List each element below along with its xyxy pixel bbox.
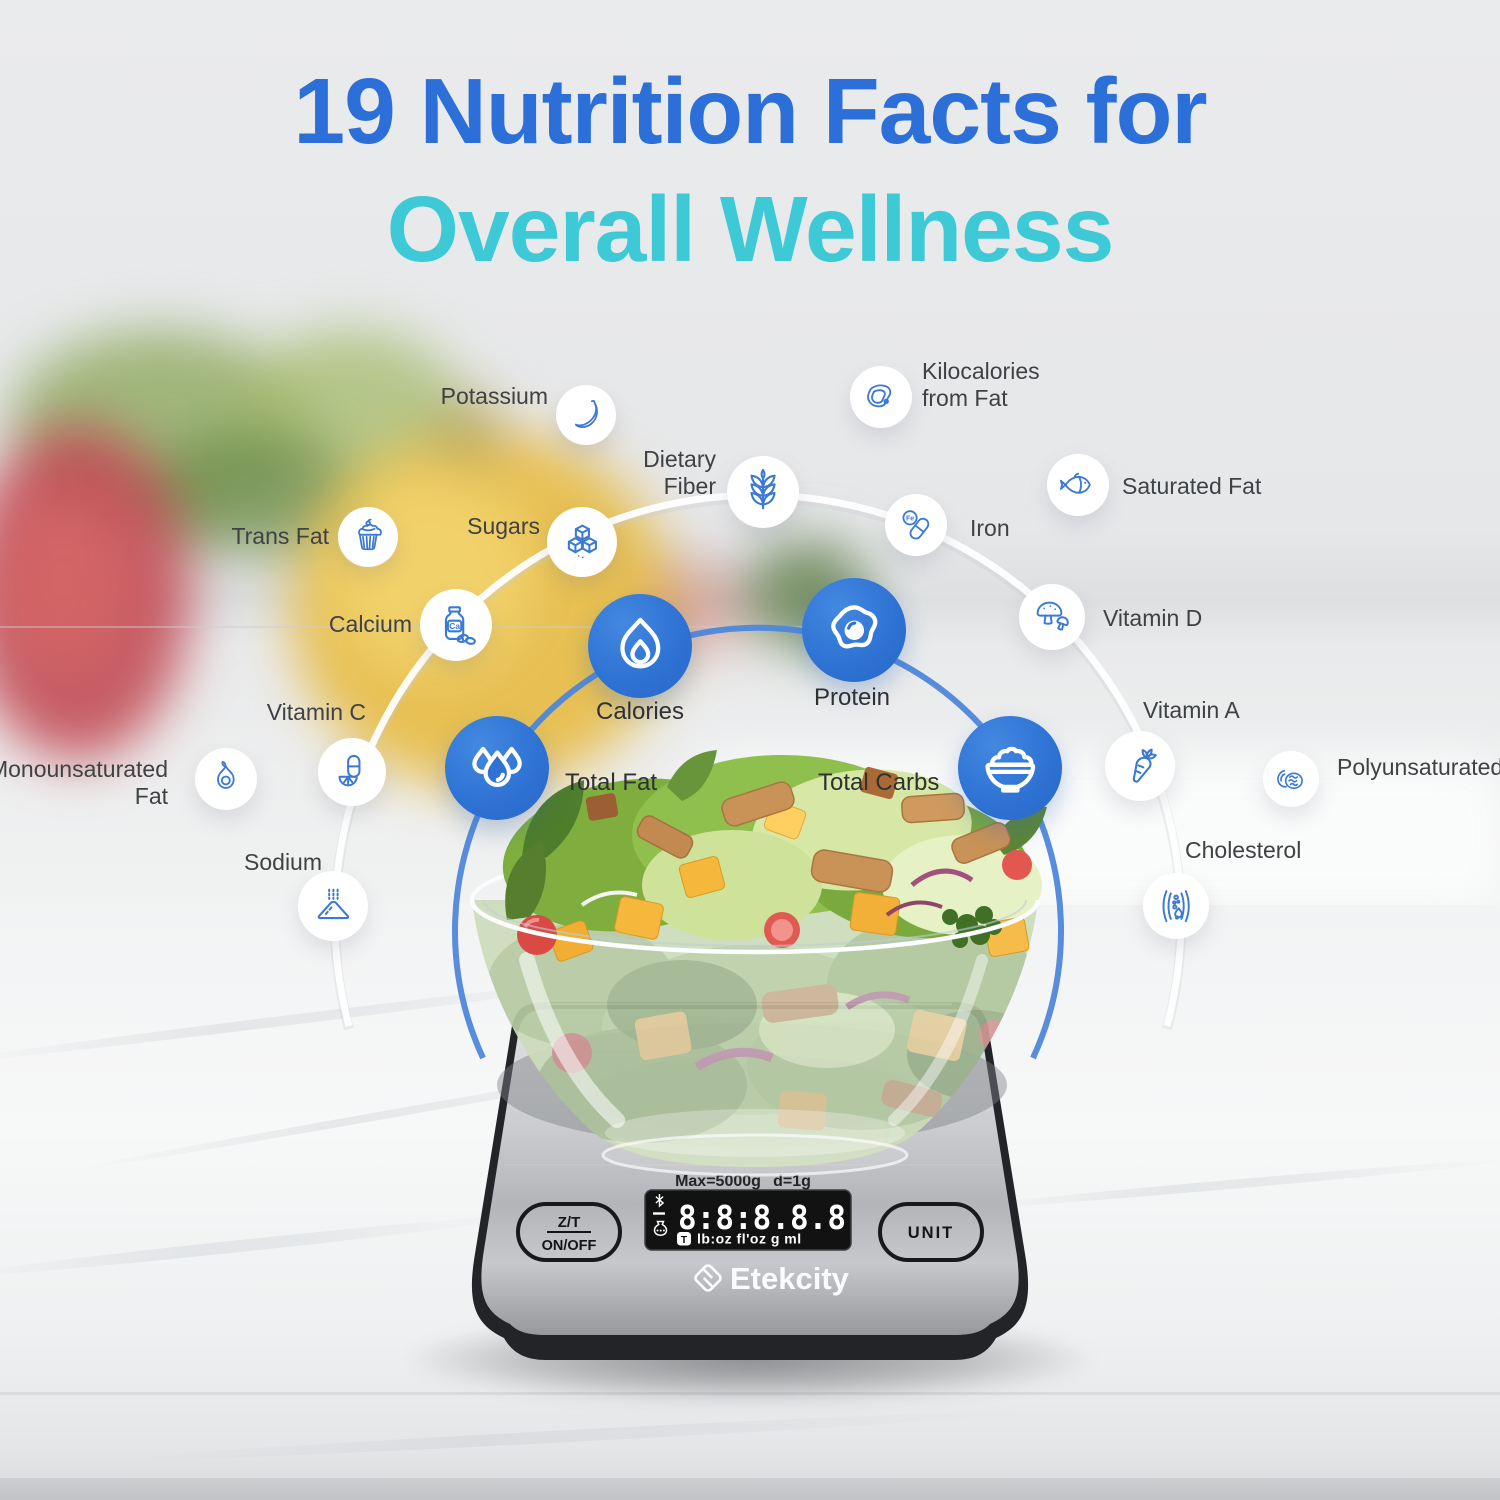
nutrient-label-polyunsaturated-fat: Polyunsaturated Fat	[1337, 754, 1500, 780]
nutrient-label-iron: Iron	[970, 515, 1010, 541]
nutrient-label-kilocalories-from-fat: Kilocalories from Fat	[922, 358, 1040, 411]
nutrient-node-kilocalories-from-fat	[850, 366, 912, 428]
weighing-bag-icon	[653, 1220, 668, 1237]
counter-bottom-shadow	[0, 1478, 1500, 1500]
nutrient-node-sugars	[547, 507, 617, 577]
unit-button: UNIT	[878, 1202, 984, 1262]
steak-icon	[867, 384, 892, 408]
etekcity-logo: Etekcity	[694, 1261, 850, 1296]
etekcity-mark-icon	[694, 1264, 722, 1292]
page-title-line1: 19 Nutrition Facts for	[293, 59, 1207, 163]
blue-arc	[452, 624, 1064, 1060]
calcium-bottle-icon: Ca	[444, 606, 476, 645]
highlight-node-protein	[802, 578, 906, 682]
bowl-base	[601, 1133, 909, 1177]
highlight-node-total-fat	[445, 716, 549, 820]
highlight-label-total-fat: Total Fat	[565, 769, 658, 796]
glass-highlight	[888, 954, 988, 1126]
nutrient-node-potassium	[556, 385, 616, 445]
nutrient-node-vitamin-c	[318, 738, 386, 806]
max-capacity-label: Max=5000g	[675, 1173, 761, 1190]
capsule-citrus-icon	[338, 755, 361, 787]
highlight-label-protein: Protein	[813, 684, 891, 711]
nutrient-label-vitamin-d: Vitamin D	[1103, 605, 1203, 631]
lcd-display	[644, 1189, 852, 1251]
nutrient-label-dietary-fiber: Dietary Fiber	[643, 446, 716, 499]
page-title-line2: Overall Wellness	[386, 177, 1115, 281]
carrot-icon	[1132, 748, 1157, 783]
glass-bowl-body	[472, 900, 1038, 1167]
nutrient-node-calcium: Ca	[420, 589, 492, 661]
nutrient-node-vitamin-a	[1105, 731, 1175, 801]
highlight-node-calories	[588, 594, 692, 698]
salad-bowl	[469, 750, 1047, 1177]
nutrient-label-calcium: Calcium	[328, 611, 412, 637]
water-drops-icon	[471, 746, 522, 787]
brand-wordmark: Etekcity	[730, 1261, 850, 1296]
salad-mound	[502, 750, 1047, 962]
tare-indicator-icon	[677, 1232, 691, 1246]
nutrient-node-cholesterol	[1143, 873, 1209, 939]
salt-pile-icon	[317, 888, 349, 919]
nutrient-label-vitamin-a: Vitamin A	[1143, 697, 1240, 723]
avocado-icon	[217, 761, 235, 789]
artery-icon	[1162, 890, 1190, 922]
nutrient-label-sodium: Sodium	[244, 849, 322, 875]
lcd-digits: 8:8:8.8.8	[678, 1198, 846, 1237]
mushrooms-icon	[1036, 601, 1069, 631]
iron-symbol: Fe	[906, 516, 914, 523]
nutrient-label-sugars: Sugars	[467, 513, 540, 539]
nutrient-node-saturated-fat	[1047, 454, 1109, 516]
iron-capsule-icon: Fe	[902, 510, 930, 540]
walnut-icon	[1277, 769, 1304, 790]
highlight-label-calories: Calories	[595, 698, 685, 725]
glass-glare	[605, 1109, 905, 1157]
nutrient-label-trans-fat: Trans Fat	[231, 523, 329, 549]
calcium-symbol: Ca	[449, 621, 460, 631]
highlight-label-total-carbs: Total Carbs	[818, 769, 940, 796]
wall-counter-edge	[0, 626, 820, 628]
nutrient-label-potassium: Potassium	[440, 383, 548, 409]
nutrient-label-saturated-fat: Saturated Fat	[1122, 473, 1262, 499]
nutrient-node-dietary-fiber	[727, 456, 799, 528]
lcd-units: lb:oz fl'oz g ml	[697, 1231, 802, 1247]
division-label: d=1g	[773, 1173, 811, 1190]
unit-label: UNIT	[908, 1224, 955, 1242]
nutrient-node-vitamin-d	[1019, 584, 1085, 650]
nutrient-node-sodium	[298, 871, 368, 941]
sugar-cubes-icon	[567, 524, 597, 558]
fried-egg-icon	[830, 604, 878, 649]
nutrient-label-cholesterol: Cholesterol	[1185, 837, 1302, 863]
bluetooth-icon	[655, 1194, 665, 1208]
tare-symbol: T	[681, 1234, 688, 1246]
highlight-node-total-carbs	[958, 716, 1062, 820]
nutrient-label-vitamin-c: Vitamin C	[266, 699, 366, 725]
banana-icon	[574, 399, 598, 428]
fish-icon	[1060, 472, 1091, 494]
blurred-pepper-stem	[440, 392, 500, 467]
cupcake-icon	[357, 518, 382, 550]
zero-tare-onoff-button: Z/T ON/OFF	[516, 1202, 622, 1262]
zt-label: Z/T	[558, 1214, 581, 1231]
nutrient-node-trans-fat	[338, 507, 398, 567]
bowl-front-rim-inner	[483, 899, 1027, 947]
nutrient-node-polyunsaturated-fat	[1263, 751, 1319, 807]
rice-bowl-icon	[985, 746, 1035, 793]
bowl-front-rim	[469, 899, 1041, 955]
flame-icon	[619, 617, 661, 669]
glass-highlight	[519, 952, 625, 1128]
nutrient-node-monounsaturated-fat	[195, 748, 257, 810]
wheat-icon	[750, 468, 776, 510]
nutrient-label-monounsaturated-fat: Monounsaturated Fat	[0, 756, 168, 809]
blurred-red-pepper-highlight	[0, 500, 125, 665]
nutrient-node-iron: Fe	[885, 494, 947, 556]
onoff-label: ON/OFF	[542, 1238, 597, 1254]
